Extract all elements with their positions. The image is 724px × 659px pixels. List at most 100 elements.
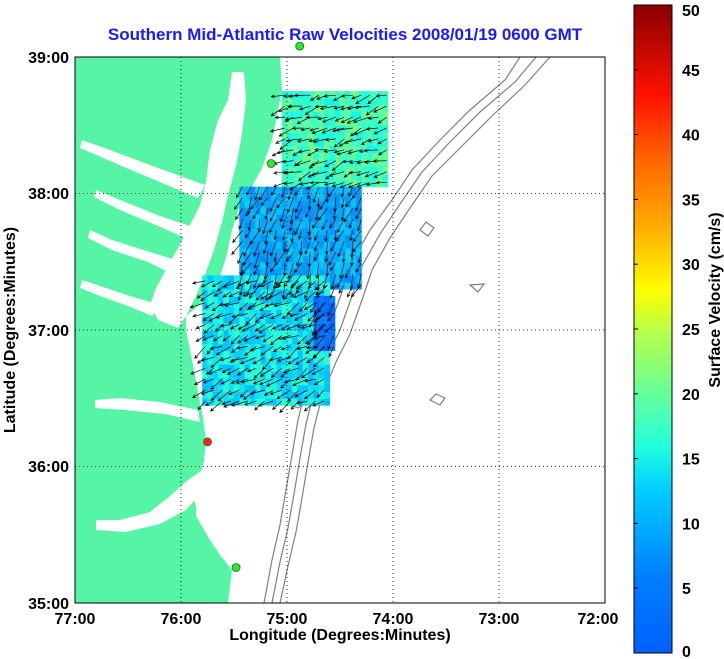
velocity-cell	[281, 398, 288, 406]
velocity-cell	[345, 98, 352, 106]
velocity-arrow	[312, 138, 328, 144]
velocity-arrow	[196, 291, 206, 299]
velocity-cell	[345, 138, 352, 147]
velocity-arrow	[282, 263, 287, 277]
velocity-arrow	[267, 291, 282, 300]
velocity-arrow	[269, 208, 277, 222]
velocity-arrow	[220, 324, 231, 328]
velocity-cell	[302, 254, 309, 263]
velocity-arrow	[272, 346, 282, 353]
velocity-cell	[324, 145, 330, 154]
velocity-arrow	[355, 94, 370, 104]
velocity-arrow	[307, 197, 312, 211]
velocity-arrow	[200, 356, 214, 362]
velocity-cell	[244, 200, 251, 208]
velocity-cell	[355, 138, 362, 147]
velocity-cell	[324, 179, 330, 188]
velocity-arrow	[313, 313, 326, 323]
velocity-cell	[218, 357, 224, 365]
velocity-cell	[218, 309, 224, 317]
velocity-arrow	[311, 367, 325, 375]
colorbar-tick-label: 10	[682, 516, 700, 533]
velocity-arrow	[339, 263, 345, 279]
velocity-cell	[308, 330, 315, 338]
velocity-cell	[292, 200, 299, 208]
velocity-cell	[281, 111, 288, 119]
velocity-cell	[292, 166, 299, 174]
velocity-arrow	[283, 181, 294, 186]
velocity-arrow	[197, 400, 206, 411]
velocity-cell	[249, 207, 256, 215]
velocity-cell	[355, 220, 362, 229]
velocity-cell	[276, 364, 283, 372]
velocity-arrow	[335, 230, 345, 243]
velocity-cell	[350, 166, 357, 174]
velocity-cell	[249, 227, 256, 235]
velocity-cell	[302, 384, 309, 392]
velocity-cell	[287, 104, 293, 113]
velocity-cell	[223, 323, 230, 331]
velocity-cell	[366, 145, 373, 154]
velocity-cell	[318, 254, 325, 263]
velocity-cell	[324, 104, 330, 113]
velocity-cell	[302, 309, 309, 317]
velocity-cell	[350, 234, 357, 242]
velocity-arrow	[309, 313, 318, 328]
velocity-cell	[302, 220, 309, 229]
y-tick-label: 36:00	[28, 459, 69, 476]
velocity-cell	[234, 309, 240, 317]
velocity-cell	[287, 152, 293, 160]
velocity-arrow	[228, 389, 240, 395]
velocity-cell	[292, 104, 299, 113]
velocity-cell	[249, 268, 256, 276]
velocity-cell	[287, 398, 293, 406]
velocity-cell	[313, 118, 320, 126]
velocity-cell	[244, 241, 251, 249]
velocity-cell	[350, 282, 357, 290]
velocity-cell	[297, 302, 304, 311]
velocity-field	[189, 91, 389, 414]
velocity-cell	[265, 336, 272, 345]
velocity-arrow	[290, 280, 299, 289]
velocity-cell	[313, 152, 320, 160]
velocity-cell	[302, 214, 309, 222]
velocity-cell	[271, 214, 277, 222]
velocity-cell	[202, 364, 209, 372]
velocity-arrow	[263, 263, 269, 280]
velocity-cell	[244, 220, 251, 229]
velocity-cell	[371, 132, 378, 140]
velocity-cell	[287, 186, 293, 195]
velocity-cell	[318, 132, 325, 140]
velocity-cell	[244, 214, 251, 222]
velocity-arrow	[348, 186, 354, 197]
velocity-cell	[212, 350, 219, 358]
velocity-cell	[218, 384, 224, 392]
velocity-cell	[355, 111, 362, 119]
velocity-cell	[324, 309, 330, 317]
velocity-arrow	[262, 357, 274, 371]
velocity-arrow	[202, 313, 215, 322]
velocity-cell	[345, 173, 352, 181]
velocity-cell	[340, 220, 346, 229]
velocity-cell	[297, 295, 304, 304]
velocity-cell	[366, 98, 373, 106]
velocity-cell	[350, 241, 357, 249]
velocity-cell	[276, 275, 283, 283]
velocity-cell	[207, 282, 214, 290]
velocity-arrow	[312, 357, 325, 368]
velocity-cell	[249, 193, 256, 201]
velocity-cell	[324, 254, 330, 263]
velocity-cell	[202, 343, 209, 352]
velocity-cell	[302, 98, 309, 106]
velocity-arrow	[252, 378, 265, 385]
velocity-cell	[239, 220, 246, 229]
velocity-arrow	[290, 291, 299, 297]
velocity-cell	[239, 214, 246, 222]
velocity-cell	[287, 377, 293, 386]
velocity-cell	[234, 371, 240, 379]
velocity-cell	[340, 207, 346, 215]
velocity-cell	[239, 309, 246, 317]
outer-banks-lagoon	[196, 438, 224, 558]
velocity-arrow	[299, 241, 303, 256]
velocity-arrow	[314, 335, 326, 350]
